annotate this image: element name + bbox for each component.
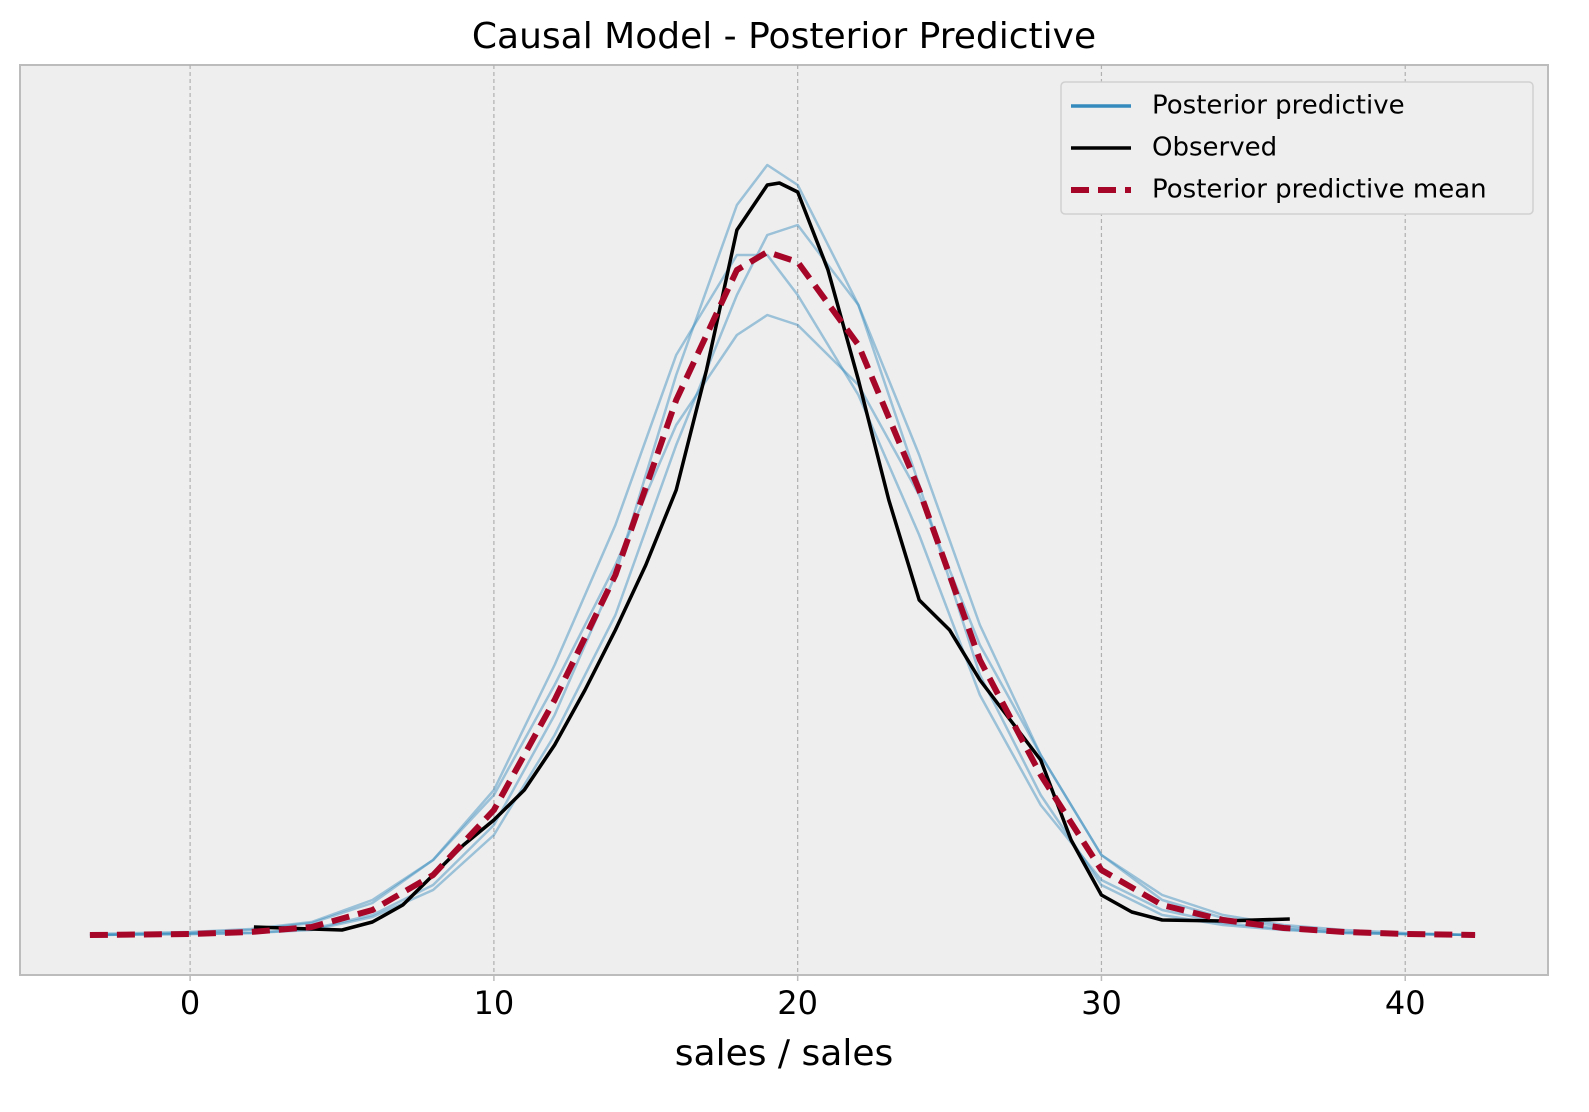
x-tick-label: 30 [1081, 984, 1122, 1022]
x-tick-label: 10 [474, 984, 515, 1022]
x-tick-label: 20 [777, 984, 818, 1022]
legend-label: Posterior predictive [1152, 91, 1405, 121]
legend-label: Observed [1152, 133, 1277, 163]
line-series [89, 313, 1476, 937]
legend-box [1060, 81, 1534, 215]
x-tick-label: 0 [180, 984, 200, 1022]
line-series [253, 181, 1290, 932]
chart-title: Causal Model - Posterior Predictive [472, 16, 1096, 57]
line-series [89, 163, 1476, 937]
plot-area [19, 64, 1549, 976]
x-tick-label: 40 [1385, 984, 1426, 1022]
legend-label: Posterior predictive mean [1152, 175, 1487, 205]
line-series [89, 249, 1476, 938]
x-axis-label: sales / sales [675, 1033, 893, 1074]
